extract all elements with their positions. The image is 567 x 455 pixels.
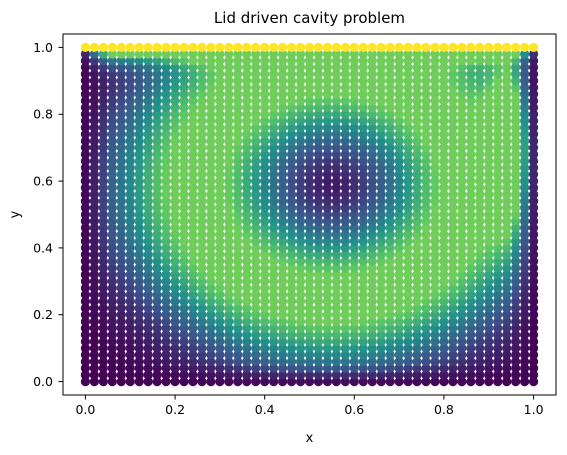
scatter-point <box>161 43 170 52</box>
y-tick-label: 0.8 <box>33 107 53 122</box>
scatter-point <box>170 43 179 52</box>
scatter-point <box>350 43 359 52</box>
x-tick-label: 0.2 <box>165 402 185 417</box>
scatter-point <box>475 43 484 52</box>
scatter-point <box>404 43 413 52</box>
scatter-point <box>323 43 332 52</box>
scatter-point <box>153 43 162 52</box>
scatter-point <box>233 43 242 52</box>
scatter-point <box>359 43 368 52</box>
scatter-point <box>144 43 153 52</box>
scatter-point <box>126 43 135 52</box>
scatter-point <box>332 43 341 52</box>
scatter-point <box>511 43 520 52</box>
scatter-point <box>108 43 117 52</box>
scatter-point <box>430 43 439 52</box>
scatter-point <box>278 43 287 52</box>
scatter-point <box>520 43 529 52</box>
scatter-point <box>287 43 296 52</box>
x-tick-label: 0.4 <box>255 402 275 417</box>
scatter-point <box>484 43 493 52</box>
scatter-point <box>457 43 466 52</box>
y-axis-label: y <box>8 210 23 218</box>
x-tick-label: 0.8 <box>434 402 454 417</box>
y-tick-label: 0.4 <box>33 240 53 255</box>
y-axis-ticks: 0.0 0.2 0.4 0.6 0.8 1.0 <box>33 40 63 389</box>
scatter-point <box>421 43 430 52</box>
scatter-point <box>135 43 144 52</box>
scatter-point <box>305 43 314 52</box>
x-tick-label: 1.0 <box>524 402 544 417</box>
y-tick-label: 0.2 <box>33 307 53 322</box>
scatter-point <box>269 43 278 52</box>
scatter-point <box>251 43 260 52</box>
y-tick-label: 0.0 <box>33 374 53 389</box>
chart-title: Lid driven cavity problem <box>214 9 405 27</box>
scatter-point <box>242 43 251 52</box>
scatter-points <box>81 43 538 386</box>
scatter-point <box>81 43 90 52</box>
scatter-point <box>412 43 421 52</box>
scatter-point <box>117 43 126 52</box>
y-tick-label: 1.0 <box>33 40 53 55</box>
y-tick-label: 0.6 <box>33 174 53 189</box>
scatter-point <box>493 43 502 52</box>
scatter-point <box>341 43 350 52</box>
scatter-point <box>260 43 269 52</box>
scatter-point <box>188 43 197 52</box>
scatter-point <box>502 43 511 52</box>
x-tick-label: 0.6 <box>344 402 364 417</box>
scatter-point <box>206 43 215 52</box>
scatter-point <box>439 43 448 52</box>
scatter-point <box>368 43 377 52</box>
x-tick-label: 0.0 <box>75 402 95 417</box>
scatter-point <box>386 43 395 52</box>
x-axis-label: x <box>306 431 314 446</box>
x-axis-ticks: 0.0 0.2 0.4 0.6 0.8 1.0 <box>75 395 543 417</box>
scatter-point <box>466 43 475 52</box>
scatter-point <box>197 43 206 52</box>
scatter-point <box>296 43 305 52</box>
scatter-point <box>448 43 457 52</box>
scatter-point <box>314 43 323 52</box>
scatter-point <box>395 43 404 52</box>
scatter-point <box>224 43 233 52</box>
scatter-point <box>99 43 108 52</box>
scatter-point <box>529 43 538 52</box>
scatter-point <box>90 43 99 52</box>
scatter-point <box>179 43 188 52</box>
scatter-point <box>377 43 386 52</box>
scatter-point <box>215 43 224 52</box>
